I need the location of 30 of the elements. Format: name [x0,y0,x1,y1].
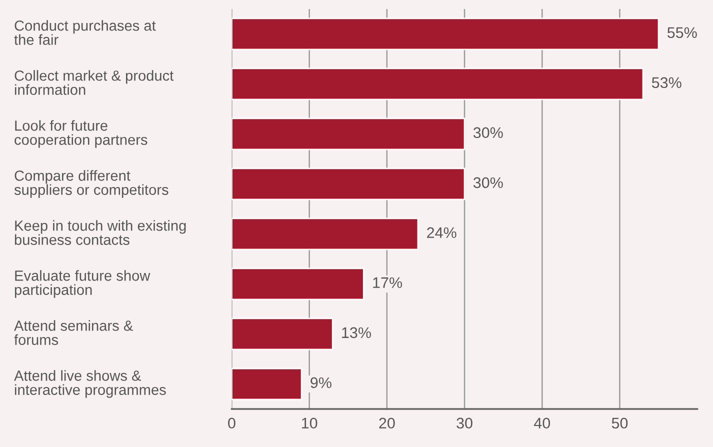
data-label: 17% [373,277,402,288]
y-tick-label: Attend seminars & forums [14,320,133,345]
data-label: 9% [310,377,332,388]
bar [232,68,644,100]
x-tick-label: 10 [302,418,318,429]
bar [232,318,334,350]
bar [232,168,466,200]
data-label: 13% [342,327,371,338]
y-tick-label: Keep in touch with existing business contacts [14,220,186,245]
x-tick-label: 40 [534,418,550,429]
data-label: 53% [652,77,682,88]
x-tick-label: 50 [612,418,628,429]
bar [232,118,466,150]
y-tick-label: Look for future cooperation partners [14,120,148,148]
y-tick-label: Collect market & product information [14,70,174,95]
y-tick-label: Evaluate future show participation [14,270,150,298]
data-label: 30% [473,177,503,188]
data-label: 24% [427,227,456,238]
y-tick-label: Attend live shows & interactive programmes [14,370,166,398]
bar [232,268,364,300]
bar [232,218,419,250]
data-label: 55% [667,27,697,38]
bar [232,18,660,50]
x-tick-label: 30 [456,418,472,429]
x-tick-label: 0 [228,418,236,429]
data-label: 30% [473,127,503,138]
bar [232,368,302,400]
y-tick-label: Conduct purchases at the fair [14,20,156,45]
x-tick-label: 20 [379,418,395,429]
y-tick-label: Compare different suppliers or competitors [14,170,168,198]
